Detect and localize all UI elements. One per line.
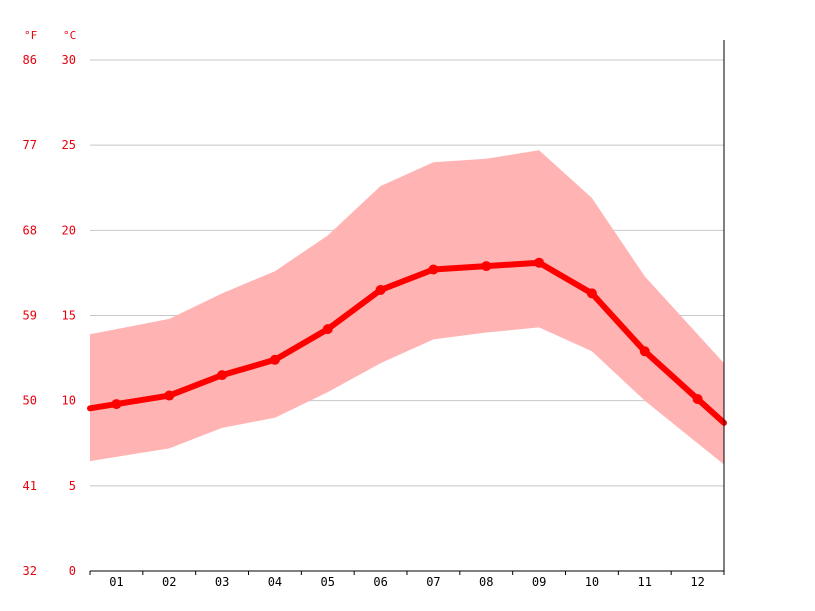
celsius-unit-label: °C	[63, 29, 76, 42]
data-point-06	[375, 284, 386, 295]
month-tick-label: 01	[109, 575, 123, 589]
average-temperature-line	[87, 259, 727, 426]
celsius-tick-label: 0	[69, 564, 76, 578]
data-point-02	[164, 390, 175, 401]
axes	[89, 40, 725, 575]
celsius-tick-label: 20	[62, 223, 76, 237]
month-tick-label: 03	[215, 575, 229, 589]
data-point-05	[322, 324, 333, 335]
data-point-01	[111, 399, 122, 410]
data-point-09	[534, 257, 545, 268]
month-tick-label: 08	[479, 575, 493, 589]
fahrenheit-tick-label: 86	[23, 53, 37, 67]
fahrenheit-tick-label: 41	[23, 479, 37, 493]
month-tick-label: 07	[426, 575, 440, 589]
fahrenheit-unit-label: °F	[24, 29, 37, 42]
fahrenheit-tick-label: 59	[23, 309, 37, 323]
month-tick-label: 06	[373, 575, 387, 589]
celsius-tick-label: 25	[62, 138, 76, 152]
month-tick-label: 12	[690, 575, 704, 589]
month-tick-label: 09	[532, 575, 546, 589]
y-tick-labels: 0 32 5 41 10 50 15 59 20 68 25 77 30 86	[23, 53, 76, 578]
month-tick-label: 04	[268, 575, 282, 589]
month-tick-label: 10	[585, 575, 599, 589]
celsius-tick-label: 10	[62, 394, 76, 408]
data-point-12	[692, 393, 703, 404]
month-tick-label: 11	[638, 575, 652, 589]
data-point-03	[217, 370, 228, 381]
month-tick-label: 02	[162, 575, 176, 589]
data-point-07	[428, 264, 439, 275]
fahrenheit-tick-label: 68	[23, 223, 37, 237]
data-point-04	[269, 354, 280, 365]
x-tick-labels: 01 02 03 04 05 06 07 08 09 10 11 12	[109, 575, 705, 589]
temperature-range-band	[90, 150, 724, 465]
data-point-10	[586, 288, 597, 299]
fahrenheit-tick-label: 77	[23, 138, 37, 152]
celsius-tick-label: 5	[69, 479, 76, 493]
data-point-08	[481, 261, 492, 272]
celsius-tick-label: 30	[62, 53, 76, 67]
fahrenheit-tick-label: 32	[23, 564, 37, 578]
data-points	[111, 257, 703, 410]
celsius-tick-label: 15	[62, 309, 76, 323]
fahrenheit-tick-label: 50	[23, 394, 37, 408]
month-tick-label: 05	[321, 575, 335, 589]
data-point-11	[639, 346, 650, 357]
